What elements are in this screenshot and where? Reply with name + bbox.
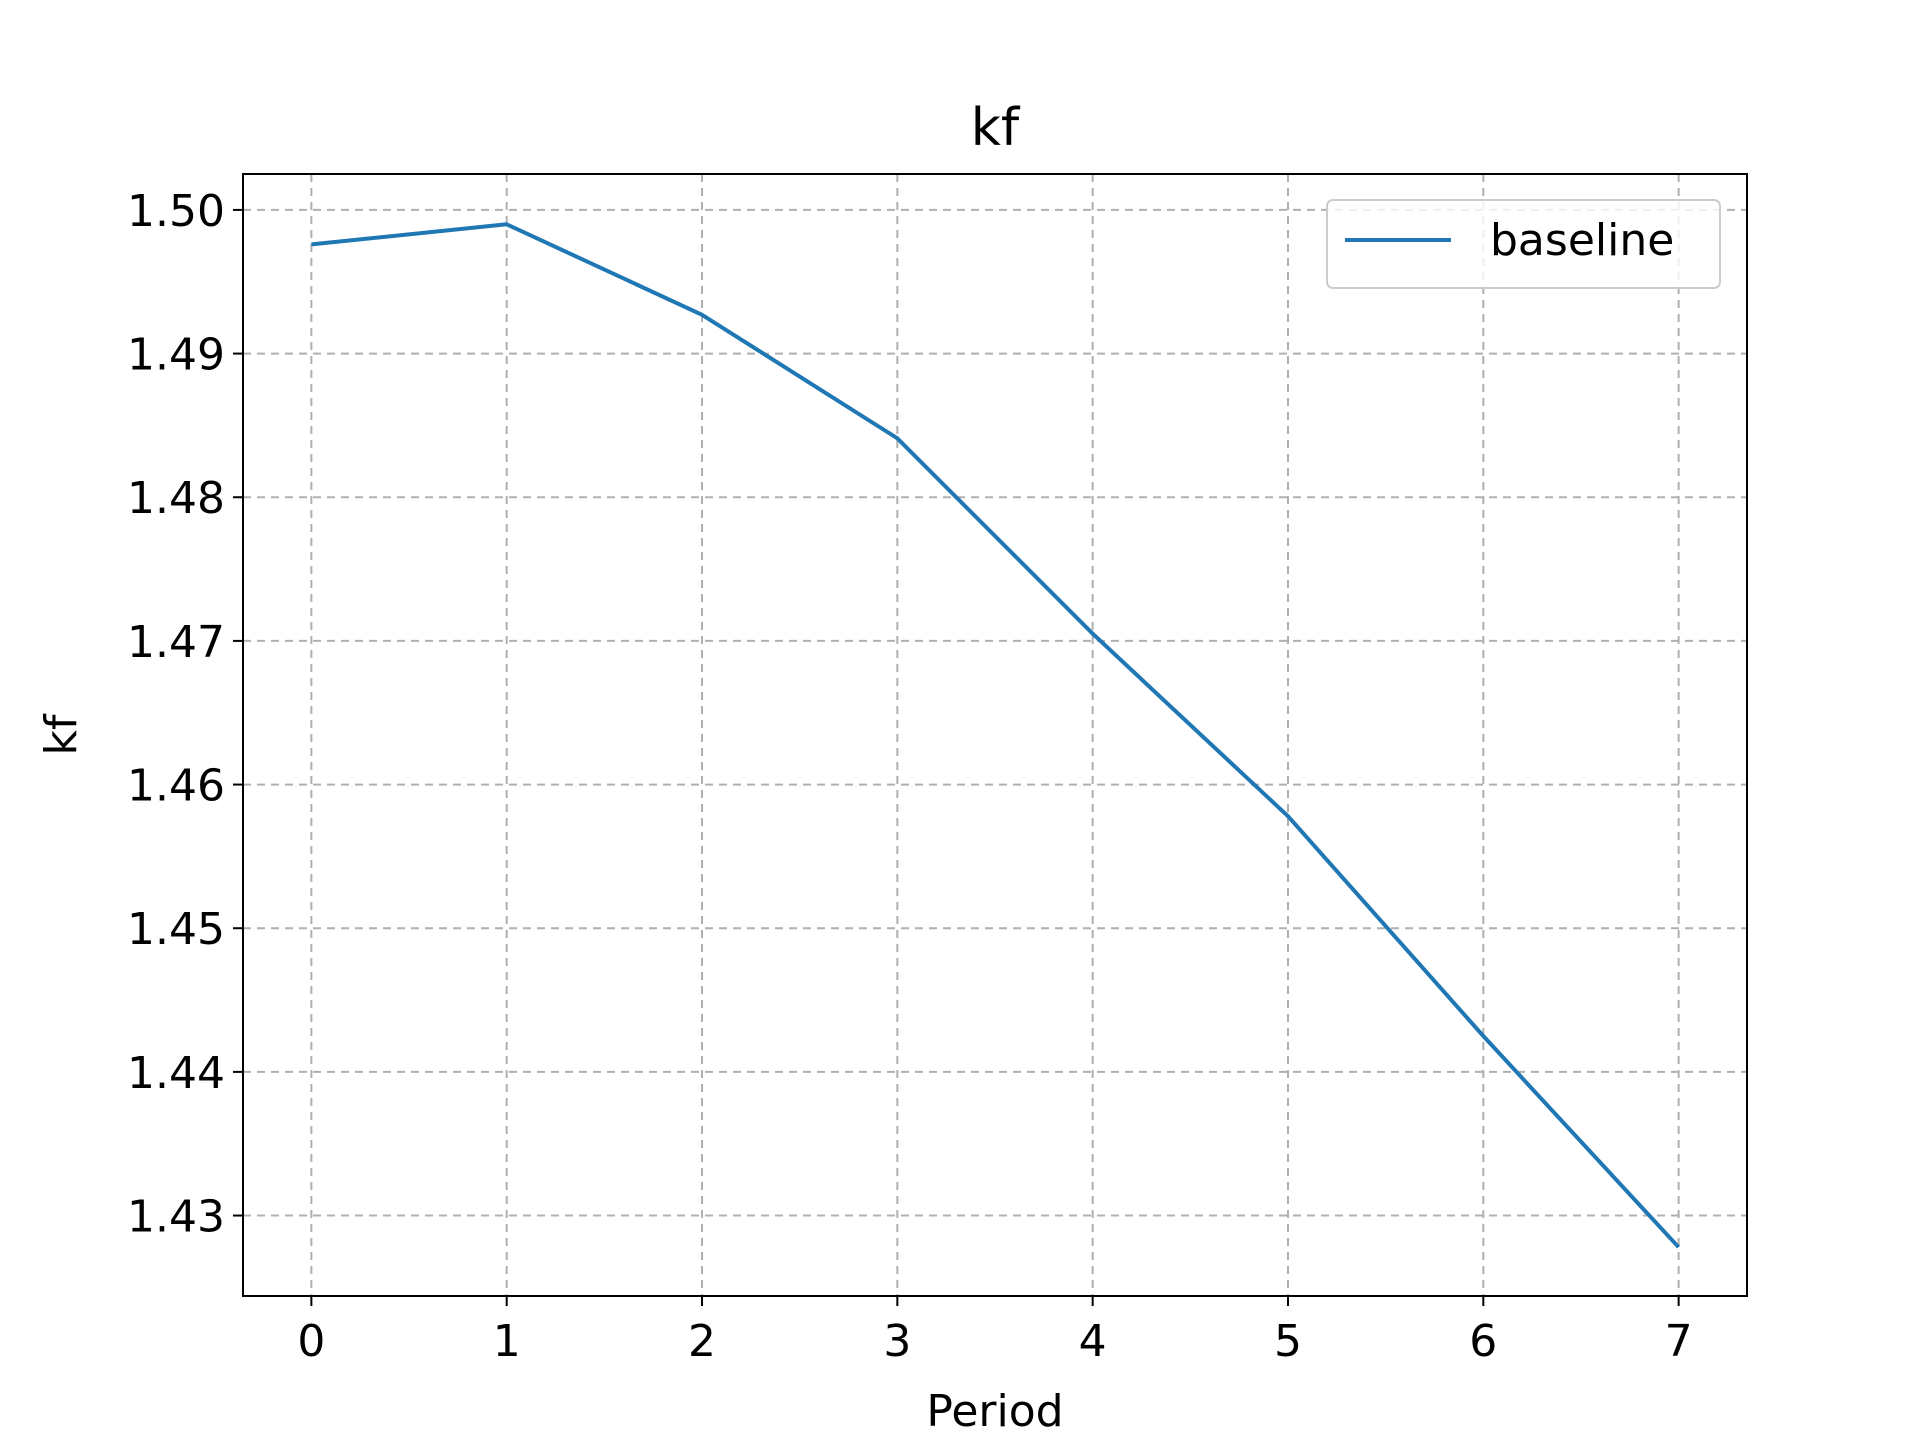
y-tick-label: 1.49 [127, 330, 225, 381]
series-line-baseline [311, 222, 1681, 1249]
chart-title: kf [971, 98, 1021, 158]
y-axis-title: kf [36, 713, 87, 755]
x-tick-label: 0 [297, 1316, 325, 1367]
y-tick-label: 1.43 [127, 1192, 225, 1243]
x-tick-label: 5 [1274, 1316, 1302, 1367]
grid-lines [243, 174, 1747, 1296]
y-tick-label: 1.45 [127, 904, 225, 955]
axis-ticks: 0 1 2 3 4 5 6 7 1.43 1.44 1.45 1.46 1.47 1.48 1.49 1.50 [127, 186, 1693, 1367]
x-tick-label: 2 [688, 1316, 716, 1367]
legend-box [1326, 199, 1721, 289]
x-tick-label: 7 [1665, 1316, 1693, 1367]
plot-area-frame [242, 173, 1748, 1297]
y-tick-label: 1.46 [127, 761, 225, 812]
x-tick-label: 4 [1079, 1316, 1107, 1367]
x-tick-label: 6 [1469, 1316, 1497, 1367]
x-axis-title: Period [926, 1386, 1063, 1437]
x-tick-label: 1 [493, 1316, 521, 1367]
y-tick-label: 1.47 [127, 617, 225, 668]
legend-label: baseline [1490, 215, 1674, 266]
y-tick-label: 1.44 [127, 1048, 225, 1099]
y-tick-label: 1.48 [127, 473, 225, 524]
series-lines [311, 222, 1681, 1249]
y-tick-label: 1.50 [127, 186, 225, 237]
x-tick-label: 3 [883, 1316, 911, 1367]
legend: baseline [1326, 199, 1721, 289]
